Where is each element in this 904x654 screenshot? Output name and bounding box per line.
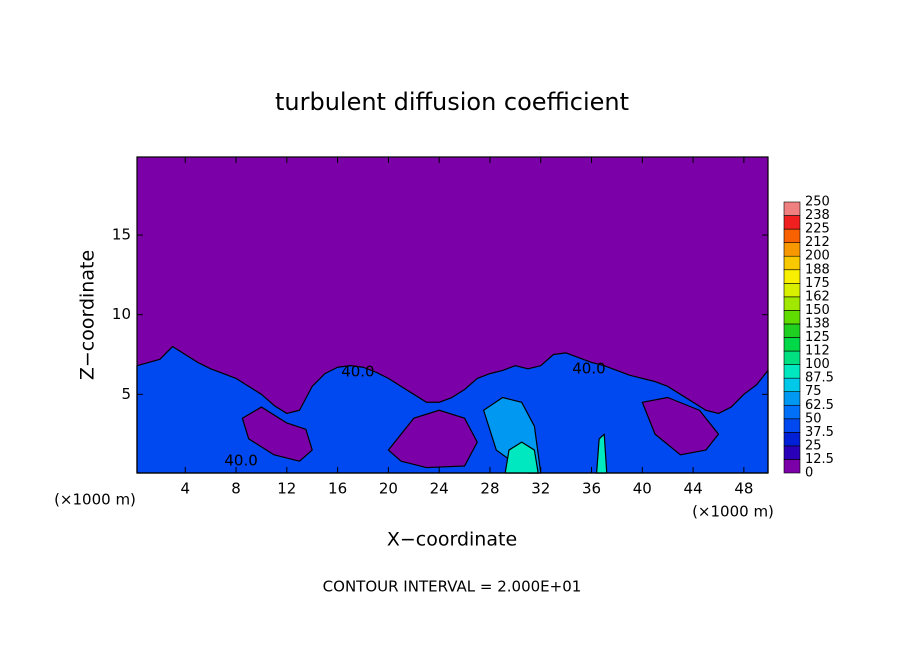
y-tick-label: 5	[121, 385, 131, 403]
x-tick-label: 12	[277, 480, 296, 498]
colorbar-label: 138	[805, 316, 830, 331]
chart-title: turbulent diffusion coefficient	[275, 88, 629, 116]
colorbar-swatch	[783, 215, 801, 230]
x-tick-label: 44	[684, 480, 703, 498]
x-tick-label: 40	[633, 480, 652, 498]
x-axis-label: X−coordinate	[387, 529, 517, 551]
x-unit-right: (×1000 m)	[692, 503, 774, 521]
colorbar-swatch	[783, 337, 801, 352]
colorbar-swatch	[783, 269, 801, 284]
field-region	[641, 396, 720, 456]
colorbar-label: 162	[805, 289, 830, 304]
colorbar-label: 37.5	[805, 425, 834, 440]
colorbar-swatch	[783, 432, 801, 447]
y-tick-label: 10	[112, 305, 131, 323]
y-tick-label: 15	[112, 226, 131, 244]
colorbar-label: 25	[805, 438, 822, 453]
x-tick-label: 48	[734, 480, 753, 498]
colorbar-swatch	[783, 282, 801, 298]
colorbar-swatch	[783, 296, 801, 311]
x-tick-label: 20	[379, 480, 398, 498]
colorbar-swatch	[783, 377, 801, 392]
colorbar-label: 87.5	[805, 371, 834, 386]
colorbar-label: 200	[805, 249, 830, 264]
colorbar-label: 62.5	[805, 398, 834, 413]
x-tick-label: 24	[430, 480, 449, 498]
x-tick-label: 28	[480, 480, 499, 498]
contour-label: 40.0	[224, 452, 257, 470]
colorbar-swatch	[783, 459, 801, 474]
colorbar-label: 100	[805, 357, 830, 372]
colorbar-label: 0	[805, 466, 813, 481]
colorbar-swatch	[783, 364, 801, 379]
contour-label: 40.0	[572, 359, 605, 377]
colorbar-swatch	[783, 418, 801, 433]
colorbar-label: 112	[805, 344, 830, 359]
colorbar-label: 150	[805, 303, 830, 318]
x-tick-label: 4	[180, 480, 190, 498]
x-tick-label: 32	[531, 480, 550, 498]
colorbar-label: 250	[805, 195, 830, 210]
contour-label: 40.0	[341, 363, 374, 381]
field-region	[504, 441, 539, 474]
colorbar-swatch	[783, 201, 801, 216]
colorbar-label: 225	[805, 222, 830, 237]
field-region	[241, 406, 313, 462]
colorbar-label: 238	[805, 208, 830, 223]
colorbar-swatch	[783, 255, 801, 271]
colorbar-swatch	[783, 242, 801, 257]
colorbar-swatch	[783, 310, 801, 325]
colorbar-label: 50	[805, 411, 822, 426]
x-unit-left: (×1000 m)	[54, 491, 136, 509]
colorbar-label: 188	[805, 262, 830, 277]
colorbar-label: 12.5	[805, 452, 834, 467]
colorbar-label: 125	[805, 330, 830, 345]
colorbar-swatch	[783, 228, 801, 243]
y-axis-label: Z−coordinate	[77, 250, 99, 380]
colorbar-label: 175	[805, 276, 830, 291]
colorbar-swatch	[783, 350, 801, 365]
colorbar-label: 75	[805, 384, 822, 399]
x-tick-label: 8	[231, 480, 241, 498]
x-tick-label: 36	[582, 480, 601, 498]
colorbar-swatch	[783, 323, 801, 338]
contour-interval-note: CONTOUR INTERVAL = 2.000E+01	[323, 578, 582, 596]
colorbar-swatch	[783, 391, 801, 406]
colorbar-swatch	[783, 404, 801, 420]
x-tick-label: 16	[328, 480, 347, 498]
colorbar-swatch	[783, 445, 801, 460]
field-region	[387, 409, 478, 469]
colorbar-label: 212	[805, 235, 830, 250]
